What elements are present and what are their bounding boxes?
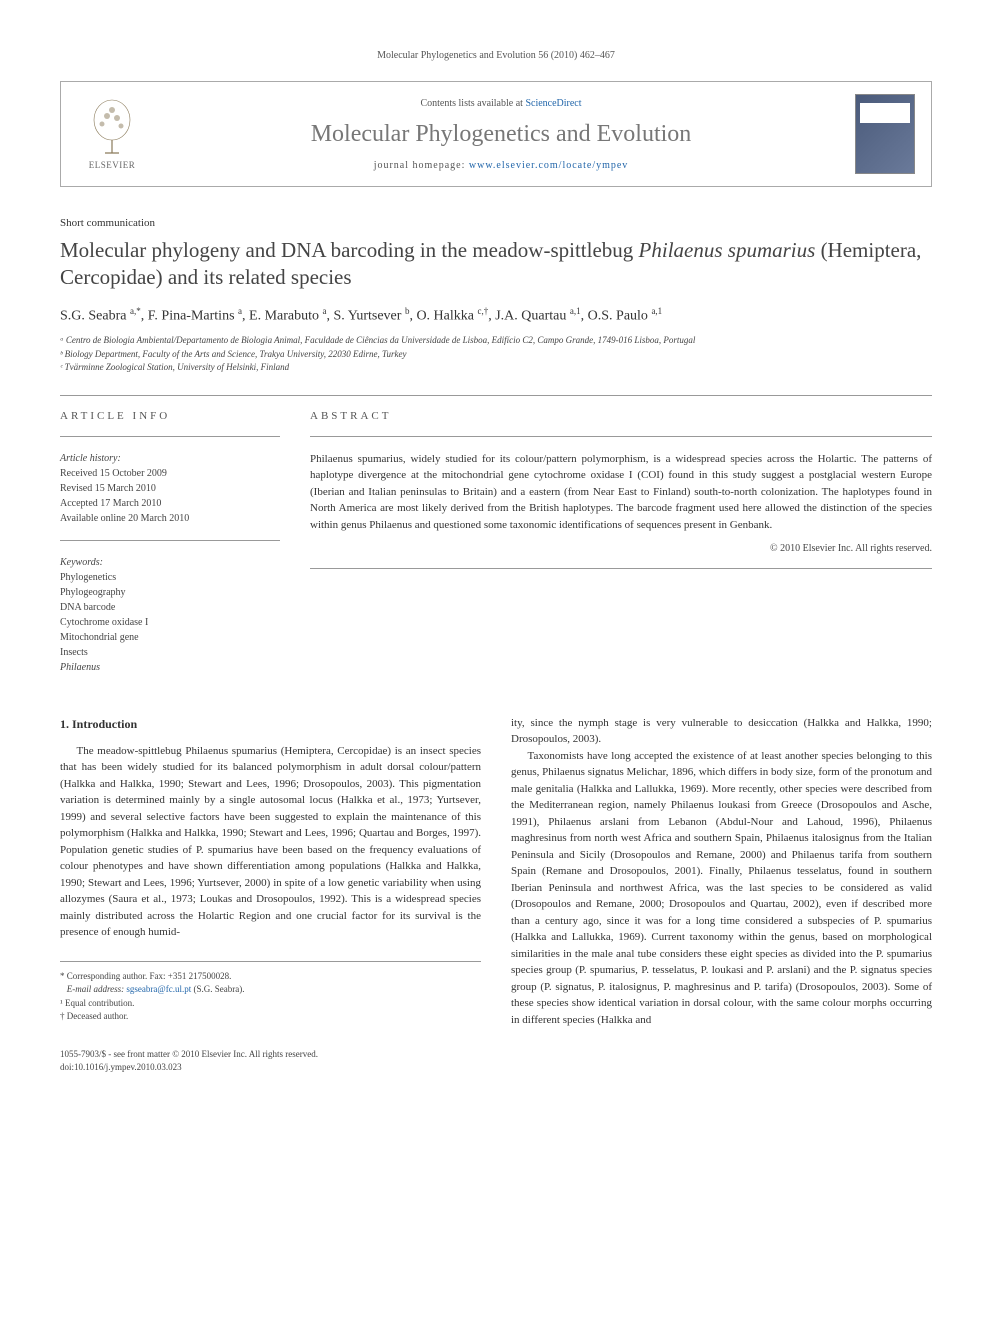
abstract-divider [310, 568, 932, 569]
article-type-label: Short communication [60, 217, 932, 229]
elsevier-logo: ELSEVIER [77, 94, 147, 174]
body-two-column: 1. Introduction The meadow-spittlebug Ph… [60, 715, 932, 1029]
body-paragraph: The meadow-spittlebug Philaenus spumariu… [60, 743, 481, 941]
bottom-metadata: 1055-7903/$ - see front matter © 2010 El… [60, 1048, 932, 1073]
info-divider [60, 540, 280, 541]
journal-homepage-line: journal homepage: www.elsevier.com/locat… [167, 160, 835, 171]
abstract-text: Philaenus spumarius, widely studied for … [310, 451, 932, 534]
body-paragraph: ity, since the nymph stage is very vulne… [511, 715, 932, 748]
affiliation-b: ᵇ Biology Department, Faculty of the Art… [60, 348, 932, 362]
keyword-italic: Philaenus [60, 660, 280, 675]
history-revised: Revised 15 March 2010 [60, 481, 280, 496]
sciencedirect-link[interactable]: ScienceDirect [525, 98, 581, 109]
title-text-pre: Molecular phylogeny and DNA barcoding in… [60, 238, 639, 262]
journal-title: Molecular Phylogenetics and Evolution [167, 121, 835, 148]
journal-cover-thumbnail: MOLECULAR PHYLOGENETICS & EVOLUTION [855, 94, 915, 174]
footnote-deceased: † Deceased author. [60, 1010, 481, 1024]
title-species-name: Philaenus spumarius [639, 238, 816, 262]
article-info-header: ARTICLE INFO [60, 410, 280, 422]
abstract-copyright: © 2010 Elsevier Inc. All rights reserved… [310, 543, 932, 554]
footnote-email: E-mail address: sgseabra@fc.ul.pt (S.G. … [60, 983, 481, 997]
elsevier-tree-icon [87, 98, 137, 158]
keyword: Phylogeography [60, 585, 280, 600]
abstract-header: ABSTRACT [310, 410, 932, 422]
abstract-section: ABSTRACT Philaenus spumarius, widely stu… [310, 410, 932, 675]
author-list: S.G. Seabra a,*, F. Pina-Martins a, E. M… [60, 306, 932, 325]
section-divider [60, 395, 932, 396]
running-header: Molecular Phylogenetics and Evolution 56… [60, 50, 932, 61]
abstract-divider [310, 436, 932, 437]
doi-line: doi:10.1016/j.ympev.2010.03.023 [60, 1061, 932, 1074]
info-divider [60, 436, 280, 437]
front-matter-line: 1055-7903/$ - see front matter © 2010 El… [60, 1048, 932, 1061]
keyword: Insects [60, 645, 280, 660]
footnotes-block: * Corresponding author. Fax: +351 217500… [60, 961, 481, 1024]
article-title: Molecular phylogeny and DNA barcoding in… [60, 237, 932, 292]
homepage-url[interactable]: www.elsevier.com/locate/ympev [469, 160, 628, 171]
homepage-prefix: journal homepage: [374, 160, 469, 171]
journal-masthead: ELSEVIER Contents lists available at Sci… [60, 81, 932, 187]
cover-title-text: MOLECULAR PHYLOGENETICS & EVOLUTION [862, 105, 908, 122]
keyword: Phylogenetics [60, 570, 280, 585]
keyword: DNA barcode [60, 600, 280, 615]
publisher-name: ELSEVIER [89, 160, 136, 170]
affiliation-c: ᶜ Tvärminne Zoological Station, Universi… [60, 361, 932, 375]
keyword: Cytochrome oxidase I [60, 615, 280, 630]
keywords-label: Keywords: [60, 555, 280, 570]
footnote-corresponding: * Corresponding author. Fax: +351 217500… [60, 970, 481, 984]
history-online: Available online 20 March 2010 [60, 511, 280, 526]
history-accepted: Accepted 17 March 2010 [60, 496, 280, 511]
section-heading-introduction: 1. Introduction [60, 715, 481, 733]
email-link[interactable]: sgseabra@fc.ul.pt [126, 984, 191, 994]
affiliation-a: ᵃ Centro de Biologia Ambiental/Departame… [60, 334, 932, 348]
footnote-equal-contribution: ¹ Equal contribution. [60, 997, 481, 1011]
email-suffix: (S.G. Seabra). [191, 984, 244, 994]
email-label: E-mail address: [67, 984, 127, 994]
keyword: Mitochondrial gene [60, 630, 280, 645]
history-label: Article history: [60, 451, 280, 466]
body-paragraph: Taxonomists have long accepted the exist… [511, 748, 932, 1029]
body-column-left: 1. Introduction The meadow-spittlebug Ph… [60, 715, 481, 1029]
history-received: Received 15 October 2009 [60, 466, 280, 481]
contents-available-line: Contents lists available at ScienceDirec… [167, 98, 835, 109]
article-info-sidebar: ARTICLE INFO Article history: Received 1… [60, 410, 280, 675]
contents-prefix: Contents lists available at [420, 98, 525, 109]
affiliations-block: ᵃ Centro de Biologia Ambiental/Departame… [60, 334, 932, 375]
body-column-right: ity, since the nymph stage is very vulne… [511, 715, 932, 1029]
